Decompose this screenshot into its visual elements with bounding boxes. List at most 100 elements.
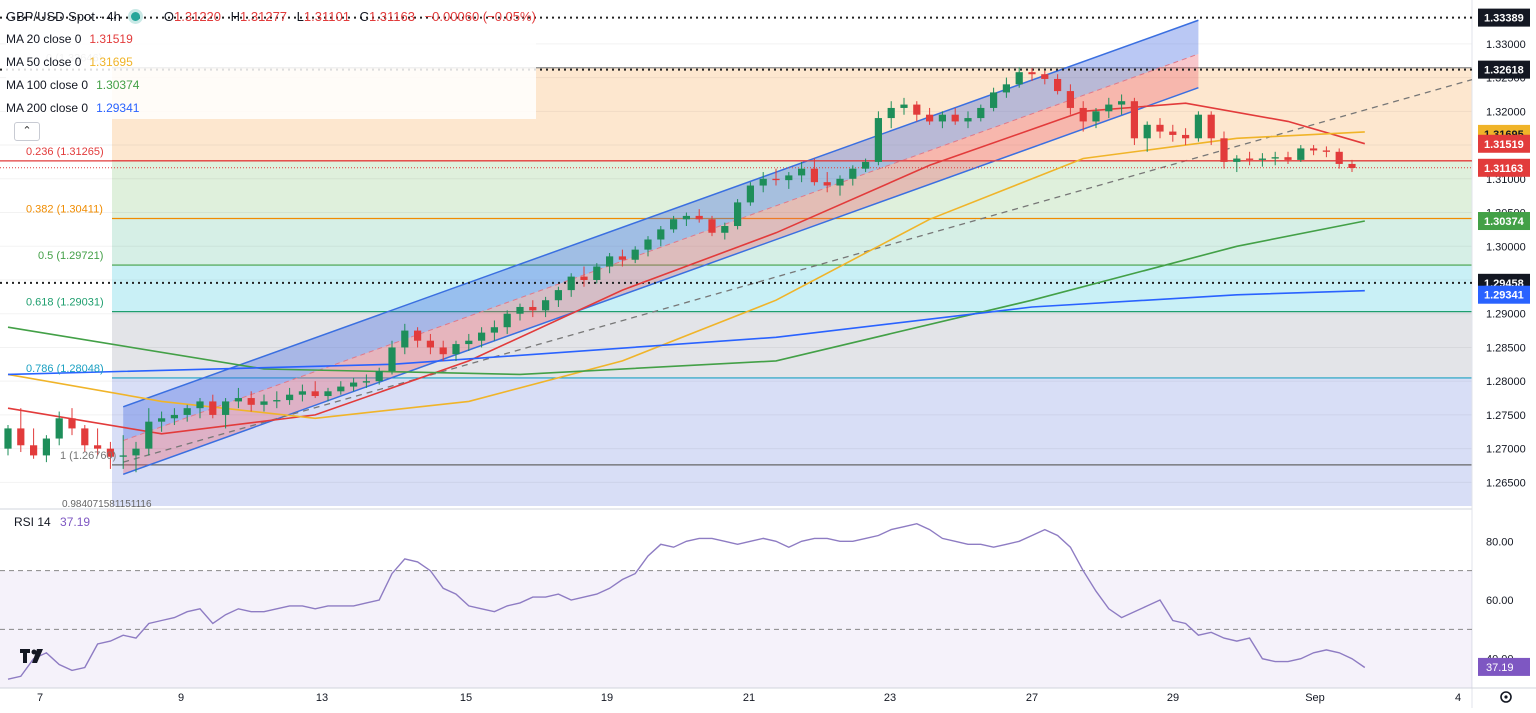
candle-body	[145, 421, 153, 449]
candle-body	[1348, 163, 1356, 168]
rsi-legend[interactable]: RSI 14 37.19	[14, 515, 90, 529]
time-tick-label: 13	[316, 692, 328, 704]
candle-body	[1002, 84, 1010, 93]
candle-body	[68, 418, 76, 429]
candle-body	[158, 418, 166, 422]
ohlc-values: O1.31220 H1.31277 L1.31101 C1.31163 −0.0…	[158, 9, 536, 24]
high-label: H	[230, 9, 241, 24]
market-status-icon	[130, 12, 140, 21]
candle-body	[1220, 138, 1228, 162]
fib-label-f382: 0.382 (1.30411)	[26, 204, 103, 216]
ma100-value: 1.30374	[96, 77, 140, 92]
candle-body	[1054, 78, 1062, 92]
fib-label-f5: 0.5 (1.29721)	[38, 250, 103, 262]
candle-body	[977, 107, 985, 119]
candle-body	[362, 381, 370, 383]
gear-icon[interactable]	[1500, 691, 1512, 703]
candle-body	[286, 394, 294, 401]
time-tick-label: 21	[743, 692, 755, 704]
candle-body	[1182, 134, 1190, 139]
low-value: 1.31101	[303, 9, 350, 24]
fib-label-f236: 0.236 (1.31265)	[26, 146, 104, 158]
candle-body	[490, 327, 498, 333]
candle-body	[644, 239, 652, 250]
candle-body	[964, 118, 972, 122]
open-label: O	[163, 9, 175, 24]
candle-body	[42, 438, 50, 456]
candle-body	[926, 114, 934, 122]
price-tick-label: 1.27500	[1486, 410, 1526, 422]
candles	[4, 67, 1356, 473]
candle-body	[1310, 148, 1318, 151]
candle-body	[1041, 74, 1049, 79]
candle-body	[260, 401, 268, 405]
fib-label-f786: 0.786 (1.28048)	[26, 363, 104, 375]
candle-body	[593, 266, 601, 280]
candle-body	[580, 276, 588, 280]
ma200-legend[interactable]: MA 200 close 0 1.29341	[6, 96, 536, 119]
candle-body	[94, 445, 102, 449]
ma200-label: MA 200 close 0	[6, 100, 89, 115]
rsi-tick-label: 80.00	[1486, 536, 1514, 548]
candle-body	[55, 418, 63, 439]
candle-body	[1130, 101, 1138, 139]
candle-body	[951, 114, 959, 122]
candle-body	[1246, 158, 1254, 160]
collapse-legend-button[interactable]: ⌃	[14, 122, 40, 141]
price-badge-text: 1.33389	[1484, 13, 1524, 25]
ma100-line	[7, 220, 1365, 376]
fib-bands	[112, 67, 1472, 506]
candle-body	[1169, 131, 1177, 135]
candle-body	[900, 104, 908, 108]
price-badge	[1478, 285, 1530, 304]
rsi-value-badge	[1478, 657, 1530, 676]
candle-body	[810, 168, 818, 183]
candle-body	[1079, 107, 1087, 122]
candle-body	[4, 428, 12, 449]
price-badge-text: 1.30374	[1484, 216, 1525, 228]
open-value: 1.31220	[174, 9, 222, 24]
candle-body	[426, 340, 434, 348]
candle-body	[388, 347, 396, 372]
tradingview-logo-icon[interactable]	[20, 647, 46, 665]
symbol-title[interactable]: GBP/USD Spot · 4h	[6, 9, 121, 24]
fib-label-f1: 1 (1.26760)	[60, 450, 116, 462]
rsi-legend-value: 37.19	[60, 515, 91, 529]
candle-body	[887, 107, 895, 119]
candle-body	[1207, 114, 1215, 139]
price-badge	[1478, 8, 1530, 27]
time-tick-label: Sep	[1305, 692, 1325, 704]
time-tick-label: 15	[460, 692, 472, 704]
candle-body	[1335, 151, 1343, 164]
close-label: C	[359, 9, 369, 24]
candle-body	[1297, 148, 1305, 160]
candle-body	[1271, 157, 1279, 159]
candle-body	[209, 401, 217, 415]
fib-band	[112, 377, 1472, 465]
symbol-row: GBP/USD Spot · 4h O1.31220 H1.31277 L1.3…	[6, 6, 536, 27]
ma50-legend[interactable]: MA 50 close 0 1.31695	[6, 50, 536, 73]
candle-body	[298, 391, 306, 395]
time-tick-label: 29	[1167, 692, 1179, 704]
fib-band	[112, 160, 1472, 219]
candle-body	[324, 391, 332, 397]
candle-body	[1118, 101, 1126, 105]
ma200-line	[7, 289, 1365, 376]
price-tick-label: 1.28500	[1486, 342, 1526, 354]
ma100-legend[interactable]: MA 100 close 0 1.30374	[6, 73, 536, 96]
rsi-tick-label: 60.00	[1486, 595, 1514, 607]
candle-body	[1143, 124, 1151, 139]
candle-body	[542, 300, 550, 311]
ma20-legend[interactable]: MA 20 close 0 1.31519	[6, 27, 536, 50]
candle-body	[106, 448, 114, 457]
gear-icon-center	[1504, 695, 1508, 699]
time-tick-label: 27	[1026, 692, 1038, 704]
candle-body	[503, 313, 511, 328]
candle-body	[132, 448, 140, 456]
price-badge-text: 1.31163	[1484, 163, 1523, 175]
candle-body	[606, 256, 614, 267]
candle-body	[798, 168, 806, 176]
candle-body	[823, 182, 831, 186]
